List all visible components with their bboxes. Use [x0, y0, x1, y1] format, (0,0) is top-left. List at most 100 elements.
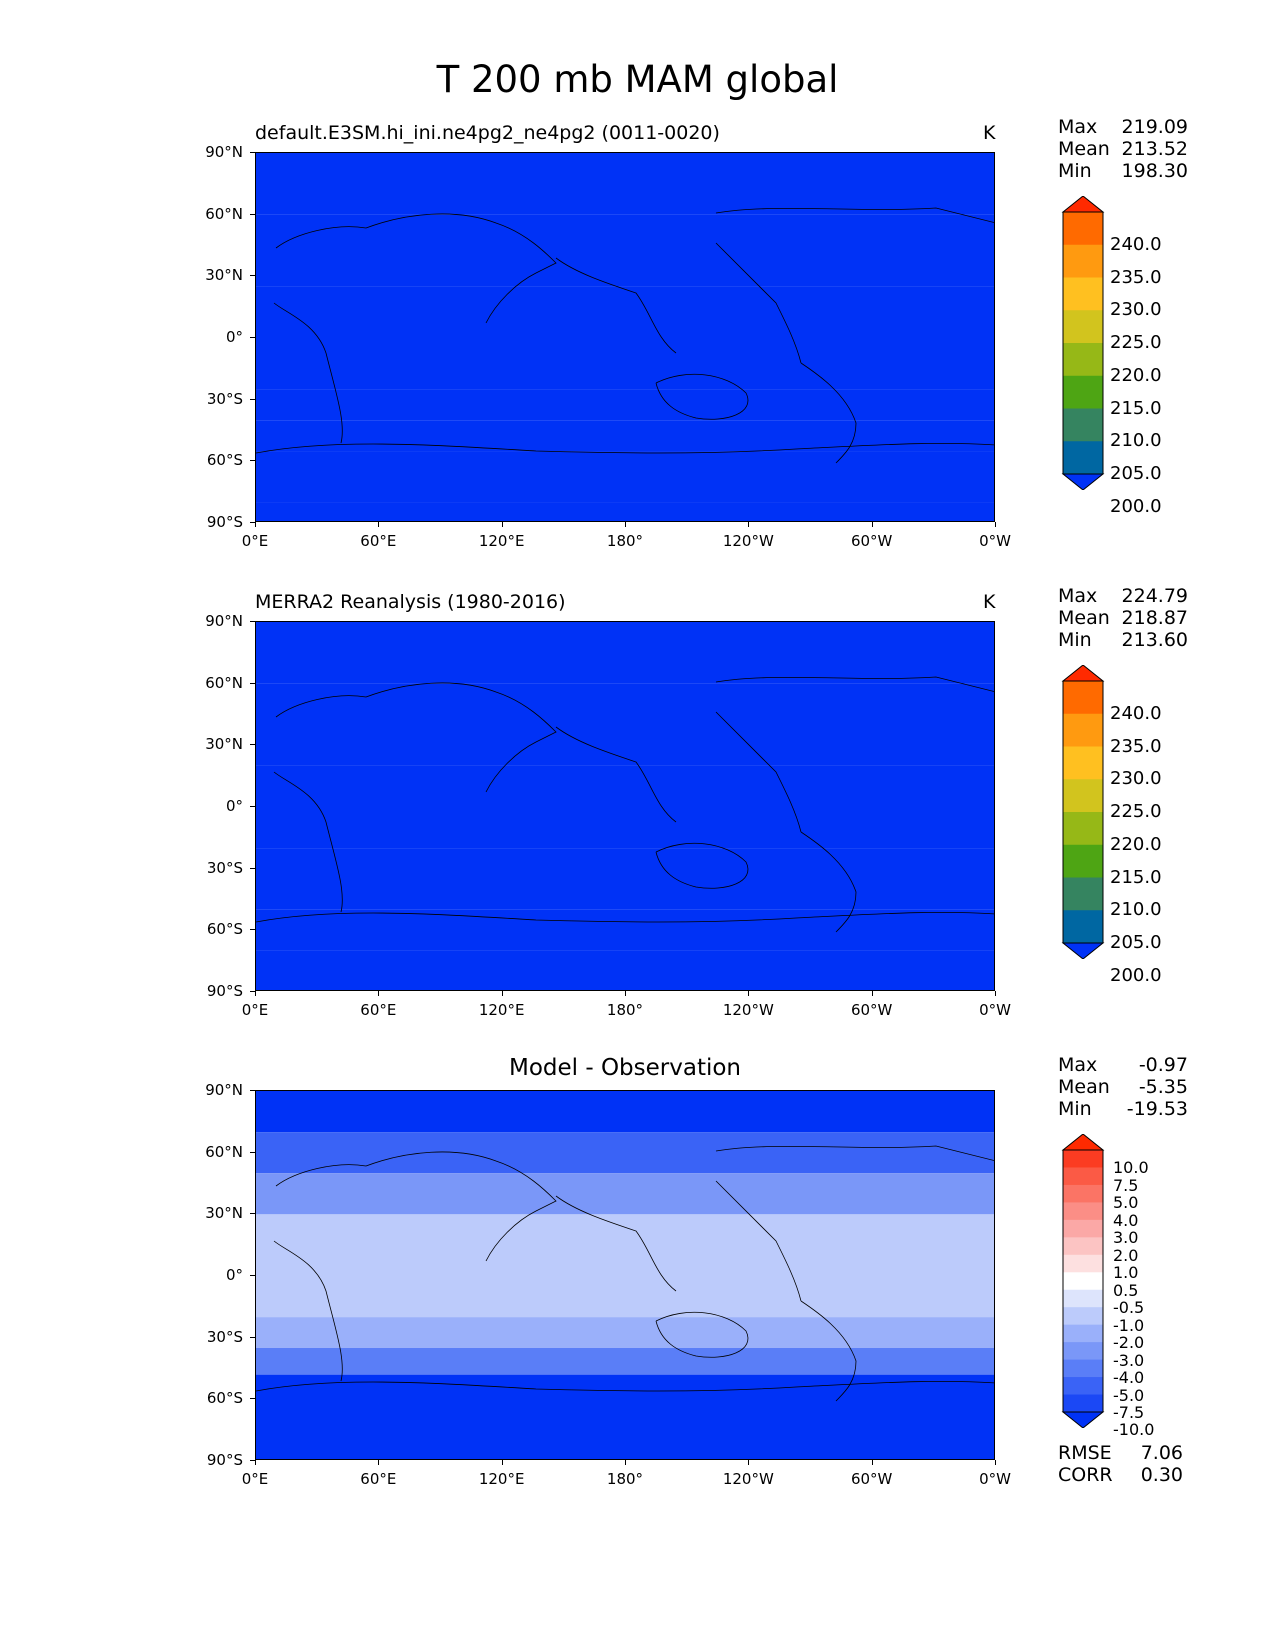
panel-stats: Max -0.97 Mean -5.35 Min -19.53 — [1058, 1054, 1188, 1120]
stat-mean: Mean 213.52 — [1058, 138, 1188, 160]
colorbar-cell — [1063, 910, 1103, 944]
x-tick — [871, 522, 873, 527]
x-tick-label: 0°E — [241, 1001, 269, 1019]
y-tick — [250, 867, 255, 869]
y-tick — [250, 1090, 255, 1091]
x-tick-label: 60°E — [360, 532, 397, 550]
y-tick — [250, 1151, 255, 1153]
lat-band — [256, 502, 994, 521]
colorbar-label: 3.0 — [1113, 1228, 1139, 1248]
stat-label: Mean — [1058, 1076, 1110, 1098]
metric-value: 7.06 — [1140, 1442, 1183, 1464]
y-tick — [250, 806, 255, 807]
x-tick — [748, 991, 750, 996]
stat-value: 198.30 — [1121, 160, 1188, 182]
coastline — [555, 257, 677, 354]
colorbar-cell — [1063, 681, 1103, 715]
x-tick-label: 60°E — [360, 1001, 397, 1019]
lat-band — [256, 1132, 994, 1174]
colorbar-label: 225.0 — [1110, 332, 1162, 353]
lat-band — [256, 950, 994, 990]
y-tick — [250, 460, 255, 462]
colorbar-label: 220.0 — [1110, 364, 1162, 386]
colorbar-label: 230.0 — [1110, 299, 1162, 321]
colorbar-label: 4.0 — [1113, 1210, 1139, 1230]
stat-value: 224.79 — [1121, 585, 1188, 607]
x-tick — [995, 522, 996, 527]
coastline — [273, 771, 343, 913]
coastline — [275, 1151, 557, 1262]
colorbar-cell — [1063, 1272, 1103, 1291]
colorbar-cell — [1063, 746, 1103, 780]
metric-rmse: RMSE 7.06 — [1058, 1442, 1183, 1464]
colorbar-label: 235.0 — [1110, 735, 1162, 757]
colorbar-label: 230.0 — [1110, 768, 1162, 790]
stat-value: -19.53 — [1126, 1098, 1188, 1120]
colorbar-cell — [1063, 1254, 1103, 1273]
colorbar-cell — [1063, 713, 1103, 747]
x-tick-label: 60°E — [360, 1470, 397, 1488]
colorbar — [1053, 664, 1113, 960]
stat-max: Max 224.79 — [1058, 585, 1188, 607]
colorbar-cell — [1063, 1324, 1103, 1343]
colorbar-frame — [1062, 1149, 1104, 1413]
stat-label: Min — [1058, 160, 1092, 182]
lat-band — [256, 848, 994, 910]
y-tick — [250, 682, 255, 684]
x-tick-label: 120°W — [722, 532, 774, 550]
colorbar-cell — [1063, 1219, 1103, 1238]
y-tick-label: 90°S — [206, 982, 243, 1000]
lat-band — [256, 420, 994, 452]
coastline — [800, 362, 857, 464]
colorbar-label: 200.0 — [1110, 964, 1162, 986]
figure-title: T 200 mb MAM global — [436, 58, 839, 101]
y-tick-label: 90°S — [206, 513, 243, 531]
y-tick-label: 90°N — [205, 612, 243, 630]
colorbar-cell — [1063, 375, 1103, 409]
colorbar-extend-min — [1061, 942, 1105, 960]
coastline — [715, 1145, 994, 1161]
y-tick — [250, 1213, 255, 1215]
y-tick — [250, 1275, 255, 1276]
coastline — [715, 711, 802, 833]
colorbar-cell — [1063, 1377, 1103, 1396]
coastline — [555, 726, 677, 823]
colorbar-cell — [1063, 212, 1103, 246]
colorbar-label: -5.0 — [1113, 1385, 1145, 1405]
y-tick-label: 60°S — [206, 920, 243, 939]
colorbar-label: 210.0 — [1110, 899, 1162, 921]
y-tick — [250, 744, 255, 746]
coastline — [655, 373, 749, 420]
stat-max: Max -0.97 — [1058, 1054, 1188, 1076]
colorbar-extend-max — [1061, 1133, 1105, 1151]
x-tick — [625, 1460, 626, 1465]
y-tick-label: 30°N — [205, 1204, 243, 1223]
stat-label: Mean — [1058, 138, 1110, 160]
stat-mean: Mean -5.35 — [1058, 1076, 1188, 1098]
x-tick-label: 180° — [606, 1470, 644, 1488]
coastline — [800, 1300, 857, 1402]
lat-band — [256, 286, 994, 390]
stat-min: Min 198.30 — [1058, 160, 1188, 182]
y-tick-label: 60°S — [206, 1389, 243, 1408]
y-tick-label: 60°N — [205, 1142, 243, 1161]
coastline — [256, 911, 994, 923]
stat-label: Min — [1058, 1098, 1092, 1120]
colorbar-cell — [1063, 441, 1103, 475]
y-tick-label: 30°S — [206, 1327, 243, 1346]
colorbar-label: -10.0 — [1113, 1420, 1155, 1440]
colorbar-cell — [1063, 1307, 1103, 1326]
colorbar-label: -4.0 — [1113, 1368, 1145, 1388]
coastline — [800, 831, 857, 933]
colorbar-label: -1.0 — [1113, 1315, 1145, 1335]
x-tick — [255, 1460, 256, 1465]
x-tick — [625, 522, 626, 527]
coastline — [275, 682, 557, 793]
stat-value: -0.97 — [1138, 1054, 1188, 1076]
colorbar-label: 220.0 — [1110, 833, 1162, 855]
colorbar-label: 210.0 — [1110, 430, 1162, 452]
colorbar-cell — [1063, 310, 1103, 344]
x-tick-label: 120°W — [722, 1470, 774, 1488]
y-tick-label: 0° — [225, 1266, 243, 1284]
x-tick — [378, 522, 380, 527]
